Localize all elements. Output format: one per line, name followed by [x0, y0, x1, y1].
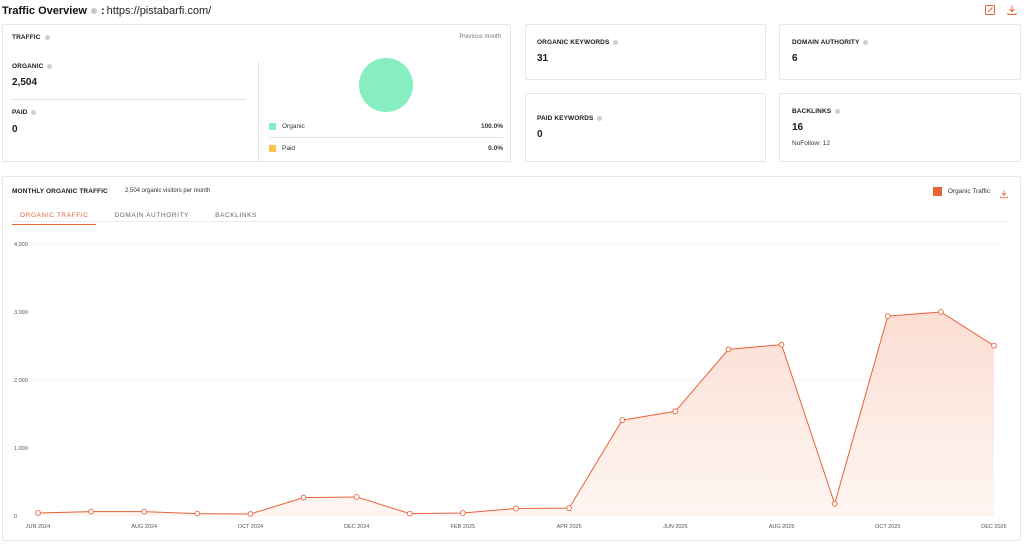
data-point — [831, 500, 838, 507]
organic-keywords-value: 31 — [537, 53, 549, 64]
y-tick-label: 0 — [14, 514, 17, 520]
backlinks-label: BACKLINKS — [792, 108, 841, 115]
organic-keywords-label: ORGANIC KEYWORDS — [537, 39, 619, 46]
y-tick-label: 2,000 — [14, 378, 28, 384]
tab-domain-authority[interactable]: DOMAIN AUTHORITY — [114, 212, 190, 219]
data-point — [141, 508, 148, 515]
vertical-divider — [258, 62, 259, 162]
divider — [12, 99, 246, 100]
title-separator: : — [101, 5, 105, 17]
domain-url: https://pistabarfi.com/ — [106, 5, 212, 17]
pie-slice-organic — [359, 58, 413, 112]
y-tick-label: 3,000 — [14, 310, 28, 316]
series-area — [38, 312, 994, 516]
chart-download-icon[interactable] — [999, 186, 1009, 204]
legend-paid: Paid 0.0% — [269, 145, 503, 152]
chart-legend[interactable]: Organic Traffic — [932, 187, 990, 196]
traffic-label: TRAFFIC — [12, 34, 50, 41]
info-icon[interactable] — [613, 40, 619, 45]
paid-swatch — [269, 145, 276, 152]
data-point — [88, 508, 94, 515]
edit-icon[interactable] — [984, 3, 996, 15]
y-tick-label: 4,000 — [14, 242, 28, 248]
organic-keywords-card: ORGANIC KEYWORDS 31 — [525, 24, 766, 80]
paid-keywords-label: PAID KEYWORDS — [537, 115, 603, 122]
data-point — [672, 408, 679, 415]
download-icon[interactable] — [1006, 3, 1018, 15]
info-icon[interactable] — [863, 40, 869, 45]
x-tick-label: APR 2025 — [557, 524, 582, 530]
data-point — [619, 417, 626, 423]
paid-keywords-card: PAID KEYWORDS 0 — [525, 93, 766, 162]
x-tick-label: DEC 2024 — [344, 524, 369, 530]
data-point — [35, 510, 41, 516]
info-icon[interactable] — [31, 110, 37, 115]
data-point — [300, 494, 307, 501]
backlinks-card: BACKLINKS 16 NoFollow: 12 — [779, 93, 1021, 162]
data-point — [353, 494, 360, 500]
domain-authority-label: DOMAIN AUTHORITY — [792, 39, 869, 46]
traffic-card: TRAFFIC Previous month ORGANIC 2,504 PAI… — [2, 24, 511, 162]
backlinks-value: 16 — [792, 122, 804, 133]
info-icon[interactable] — [44, 35, 50, 40]
traffic-pie — [359, 58, 413, 112]
y-tick-label: 1,000 — [14, 446, 28, 452]
paid-value: 0 — [12, 124, 18, 135]
data-point — [884, 313, 891, 319]
legend-organic-name: Organic — [282, 123, 305, 130]
page-header: Traffic Overview : https://pistabarfi.co… — [2, 3, 211, 19]
organic-traffic-chart: 0 1,000 2,000 3,000 4,000 JUN 2024 AUG 2024 OCT… — [14, 242, 1007, 530]
data-point — [938, 309, 944, 315]
previous-month-label: Previous month — [459, 34, 501, 40]
legend-organic-value: 100.0% — [480, 123, 503, 130]
data-point — [991, 342, 997, 349]
tabs-underline — [12, 221, 1010, 222]
paid-keywords-value: 0 — [537, 129, 543, 140]
legend-organic: Organic 100.0% — [269, 123, 503, 130]
x-tick-label: OCT 2024 — [238, 524, 263, 530]
organic-label: ORGANIC — [12, 63, 53, 70]
x-tick-label: JUN 2025 — [663, 524, 687, 530]
x-tick-label: DEC 2025 — [981, 524, 1006, 530]
info-icon[interactable] — [597, 116, 603, 121]
data-point — [194, 510, 201, 517]
chart-tabs: ORGANIC TRAFFIC DOMAIN AUTHORITY BACKLIN… — [12, 212, 275, 225]
x-tick-label: AUG 2024 — [131, 524, 157, 530]
data-point — [406, 510, 413, 517]
tab-backlinks[interactable]: BACKLINKS — [215, 212, 257, 219]
monthly-title: MONTHLY ORGANIC TRAFFIC — [12, 188, 108, 195]
tab-organic-traffic[interactable]: ORGANIC TRAFFIC — [12, 212, 97, 225]
data-point — [566, 505, 572, 512]
chart-legend-label: Organic Traffic — [947, 188, 990, 195]
data-point — [247, 511, 254, 517]
x-tick-label: JUN 2024 — [26, 524, 50, 530]
organic-traffic-swatch — [932, 187, 942, 196]
x-tick-label: OCT 2025 — [875, 524, 900, 530]
monthly-subtitle: 2,504 organic visitors per month — [125, 188, 211, 194]
domain-authority-card: DOMAIN AUTHORITY 6 — [779, 24, 1021, 80]
domain-authority-value: 6 — [792, 53, 798, 64]
legend-paid-value: 0.0% — [488, 145, 503, 152]
page-title: Traffic Overview — [2, 5, 87, 17]
data-point — [460, 510, 466, 516]
header-actions — [984, 3, 1018, 15]
x-tick-label: AUG 2025 — [769, 524, 795, 530]
legend-divider — [269, 137, 503, 138]
info-icon[interactable] — [91, 8, 97, 14]
organic-swatch — [269, 123, 276, 130]
data-point — [513, 505, 519, 512]
backlinks-nofollow: NoFollow: 12 — [792, 140, 830, 147]
legend-paid-name: Paid — [282, 145, 296, 152]
paid-label: PAID — [12, 109, 37, 116]
data-point — [778, 341, 785, 348]
info-icon[interactable] — [835, 109, 841, 114]
info-icon[interactable] — [47, 64, 53, 69]
x-tick-label: FEB 2025 — [451, 524, 475, 530]
data-point — [725, 346, 732, 353]
organic-value: 2,504 — [12, 77, 38, 88]
